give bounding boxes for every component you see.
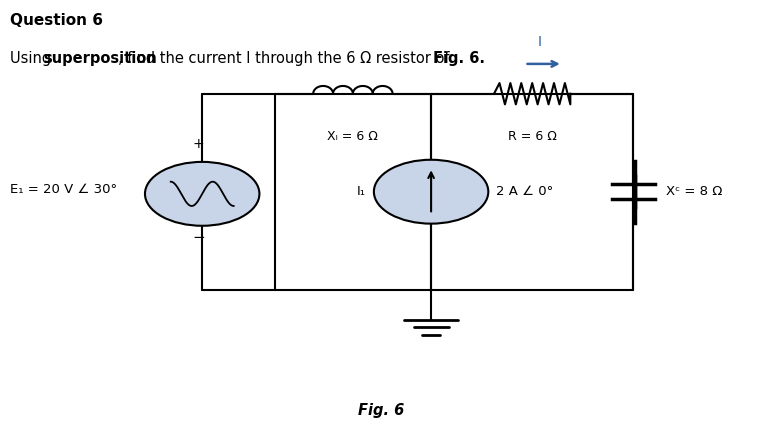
Text: R = 6 Ω: R = 6 Ω (507, 130, 557, 143)
Text: I: I (538, 35, 542, 49)
Circle shape (145, 162, 259, 226)
Circle shape (374, 160, 488, 224)
Text: I₁: I₁ (357, 185, 366, 198)
Text: E₁ = 20 V ∠ 30°: E₁ = 20 V ∠ 30° (10, 183, 117, 196)
Text: 2 A ∠ 0°: 2 A ∠ 0° (496, 185, 553, 198)
Text: −: − (192, 230, 204, 245)
Text: +: + (192, 137, 204, 151)
Text: Using: Using (10, 51, 56, 66)
Text: , find the current I through the 6 Ω resistor of: , find the current I through the 6 Ω res… (118, 51, 455, 66)
Text: Question 6: Question 6 (10, 13, 103, 28)
Text: Xₗ = 6 Ω: Xₗ = 6 Ω (327, 130, 378, 143)
Text: Fig. 6: Fig. 6 (359, 403, 404, 417)
Text: Xᶜ = 8 Ω: Xᶜ = 8 Ω (666, 185, 723, 198)
Text: Fig. 6.: Fig. 6. (433, 51, 485, 66)
Text: superposition: superposition (43, 51, 157, 66)
